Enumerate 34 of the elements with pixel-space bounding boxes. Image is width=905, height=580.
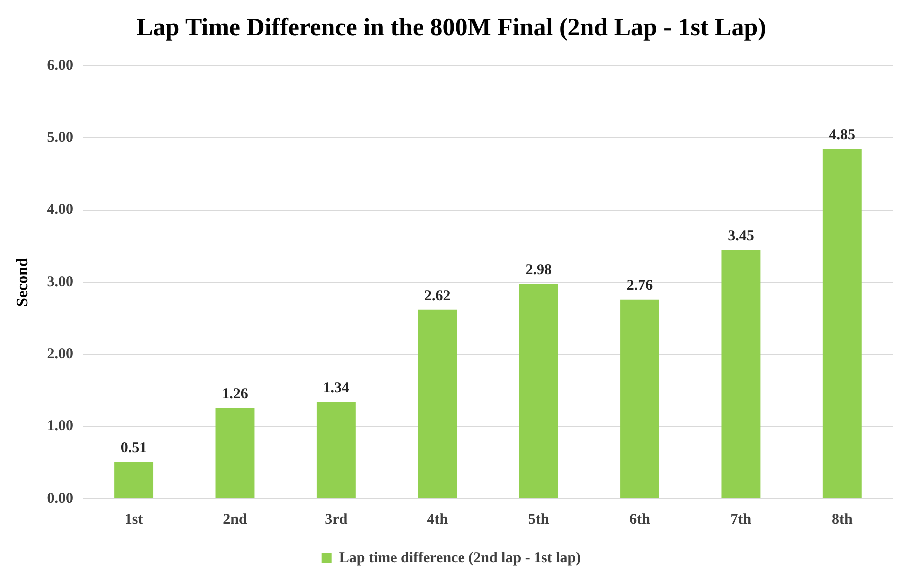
bar bbox=[822, 148, 862, 498]
x-tick-label: 7th bbox=[730, 512, 752, 528]
legend-label: Lap time difference (2nd lap - 1st lap) bbox=[339, 550, 582, 566]
bar bbox=[519, 284, 558, 498]
data-label: 1.34 bbox=[323, 380, 350, 397]
data-label: 3.45 bbox=[728, 228, 754, 244]
x-tick-label: 6th bbox=[630, 512, 652, 528]
x-tick-label: 4th bbox=[427, 512, 449, 528]
data-label: 2.62 bbox=[424, 288, 451, 304]
y-tick-label: 4.00 bbox=[47, 202, 74, 218]
data-label: 0.51 bbox=[120, 440, 148, 457]
data-label: 2.98 bbox=[526, 262, 552, 278]
x-tick-label: 1st bbox=[124, 512, 144, 528]
bar bbox=[114, 462, 154, 498]
bar bbox=[418, 310, 458, 498]
x-tick-label: 5th bbox=[528, 512, 550, 528]
y-axis-title: Second bbox=[14, 258, 32, 307]
x-tick-label: 8th bbox=[832, 512, 854, 528]
data-label: 2.76 bbox=[626, 278, 654, 294]
bar bbox=[216, 408, 255, 498]
bar bbox=[620, 300, 660, 498]
y-tick-label: 5.00 bbox=[47, 130, 74, 146]
y-tick-label: 6.00 bbox=[47, 58, 74, 74]
y-tick-label: 0.00 bbox=[47, 490, 74, 507]
bar bbox=[316, 402, 356, 498]
y-tick-label: 2.00 bbox=[47, 346, 74, 363]
bar bbox=[722, 250, 761, 498]
y-tick-label: 1.00 bbox=[47, 418, 74, 435]
data-label: 1.26 bbox=[222, 386, 249, 402]
data-label: 4.85 bbox=[829, 127, 856, 144]
chart-title: Lap Time Difference in the 800M Final (2nd Lap - 1st Lap) bbox=[136, 14, 766, 42]
y-tick-label: 3.00 bbox=[47, 274, 74, 290]
x-tick-label: 2nd bbox=[223, 512, 248, 528]
x-tick-label: 3rd bbox=[325, 512, 348, 528]
